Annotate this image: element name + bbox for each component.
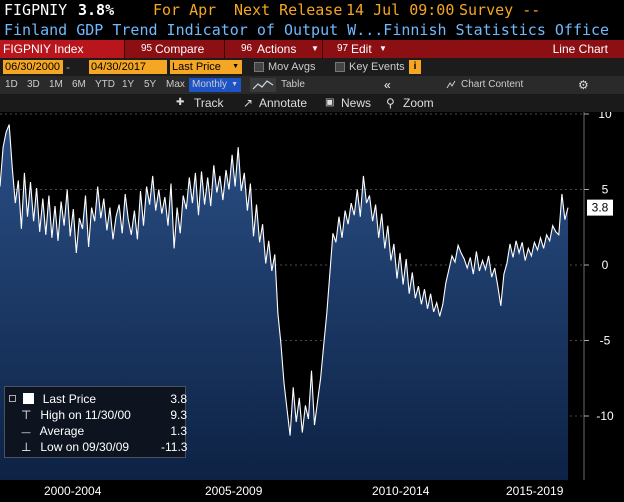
legend-last-price: Last Price 3.8 bbox=[9, 391, 187, 407]
legend-high: ⊤ High on 11/30/00 9.3 bbox=[21, 407, 187, 423]
low-marker-icon: ⊥ bbox=[21, 440, 32, 454]
legend-average: — Average 1.3 bbox=[21, 423, 188, 439]
y-tick-label: 10 bbox=[598, 112, 612, 121]
legend-low-value: -11.3 bbox=[161, 440, 188, 454]
y-tick-label: 5 bbox=[602, 183, 609, 197]
field-select-label: Last Price bbox=[172, 61, 221, 73]
chevron-down-icon: ▼ bbox=[232, 63, 239, 70]
actions-label: Actions bbox=[257, 42, 297, 56]
security-field[interactable]: FIGPNIY Index bbox=[0, 40, 124, 58]
field-select[interactable]: Last Price ▼ bbox=[170, 60, 242, 74]
gear-icon[interactable]: ⚙ bbox=[578, 78, 589, 92]
series-swatch-icon bbox=[23, 393, 35, 404]
date-separator: - bbox=[66, 60, 70, 74]
mov-avgs-label: Mov Avgs bbox=[268, 61, 316, 73]
x-tick-label: 2010-2014 bbox=[372, 484, 430, 498]
annotate-icon: ↗ bbox=[243, 96, 254, 110]
security-header: FIGPNIY 3.8% For Apr Next Release 14 Jul… bbox=[0, 0, 624, 20]
crosshair-icon: ✚ bbox=[176, 97, 185, 108]
actions-menu[interactable]: 96 Actions ▼ bbox=[224, 40, 322, 58]
next-release-date: 14 Jul 09:00 bbox=[346, 1, 455, 19]
chart-content-icon bbox=[446, 78, 456, 92]
chart-legend: Last Price 3.8 ⊤ High on 11/30/00 9.3 — … bbox=[4, 386, 188, 458]
price-line bbox=[0, 124, 569, 436]
x-axis: 2000-2004 2005-2009 2010-2014 2015-2019 bbox=[0, 480, 624, 502]
legend-low-label: Low on 09/30/09 bbox=[40, 440, 130, 454]
date-range-bar: 06/30/2000 - 04/30/2017 Last Price ▼ Mov… bbox=[0, 58, 624, 76]
legend-average-label: Average bbox=[39, 424, 85, 438]
key-events-checkbox[interactable] bbox=[335, 62, 345, 72]
period-ytd[interactable]: YTD bbox=[95, 79, 115, 90]
track-button[interactable]: Track bbox=[194, 96, 224, 110]
period-3d[interactable]: 3D bbox=[27, 79, 40, 90]
collapse-icon[interactable]: « bbox=[384, 78, 391, 92]
period-bar: 1D 3D 1M 6M YTD 1Y 5Y Max Monthly ▼ Tabl… bbox=[0, 76, 624, 94]
command-bar: FIGPNIY Index 95 Compare 96 Actions ▼ 97… bbox=[0, 40, 624, 58]
x-tick-label: 2000-2004 bbox=[44, 484, 102, 498]
line-chart-icon[interactable] bbox=[250, 78, 276, 92]
period-1d[interactable]: 1D bbox=[5, 79, 18, 90]
period-label: For Apr bbox=[153, 1, 217, 19]
zoom-button[interactable]: Zoom bbox=[403, 96, 434, 110]
frequency-select[interactable]: Monthly ▼ bbox=[189, 78, 241, 92]
key-events-label: Key Events bbox=[349, 61, 405, 73]
last-value: 3.8% bbox=[78, 1, 115, 19]
compare-label: Compare bbox=[155, 42, 205, 56]
last-value-label: 3.8 bbox=[592, 201, 609, 215]
security-description: Finland GDP Trend Indicator of Output W.… bbox=[4, 21, 610, 39]
legend-low: ⊥ Low on 09/30/09 -11.3 bbox=[21, 439, 187, 455]
mov-avgs-checkbox[interactable] bbox=[254, 62, 264, 72]
legend-average-value: 1.3 bbox=[170, 424, 187, 438]
x-tick-label: 2005-2009 bbox=[205, 484, 263, 498]
edit-shortcut: 97 bbox=[337, 43, 349, 54]
ticker-symbol: FIGPNIY bbox=[4, 1, 68, 19]
compare-button[interactable]: 95 Compare bbox=[124, 40, 224, 58]
period-1y[interactable]: 1Y bbox=[122, 79, 135, 90]
actions-shortcut: 96 bbox=[241, 43, 253, 54]
chart-type-label[interactable]: Line Chart bbox=[552, 42, 608, 56]
average-marker-icon: — bbox=[21, 427, 31, 437]
edit-menu[interactable]: 97 Edit ▼ bbox=[322, 40, 388, 58]
y-axis: 10 5 0 -5 -10 bbox=[584, 112, 614, 423]
survey-label: Survey -- bbox=[459, 1, 541, 19]
end-date-input[interactable]: 04/30/2017 bbox=[89, 60, 167, 74]
chart-type-area: Line Chart bbox=[388, 40, 624, 58]
chart-content-button[interactable]: Chart Content bbox=[461, 79, 524, 90]
chart-toolbar: ✚ Track ↗ Annotate ▣ News ⚲ Zoom bbox=[0, 94, 624, 112]
period-6m[interactable]: 6M bbox=[72, 79, 86, 90]
start-date-input[interactable]: 06/30/2000 bbox=[3, 60, 63, 74]
legend-last-price-label: Last Price bbox=[42, 392, 97, 406]
last-value-marker: 3.8 bbox=[587, 199, 613, 216]
chevron-down-icon: ▼ bbox=[231, 81, 238, 88]
table-button[interactable]: Table bbox=[281, 79, 305, 90]
zoom-icon: ⚲ bbox=[386, 96, 395, 110]
chevron-down-icon: ▼ bbox=[379, 44, 387, 53]
legend-high-value: 9.3 bbox=[170, 408, 187, 422]
period-5y[interactable]: 5Y bbox=[144, 79, 157, 90]
legend-high-label: High on 11/30/00 bbox=[40, 408, 131, 422]
chevron-down-icon: ▼ bbox=[311, 44, 319, 53]
security-description-row: Finland GDP Trend Indicator of Output W.… bbox=[0, 20, 624, 40]
y-tick-label: -5 bbox=[600, 334, 611, 348]
info-icon[interactable]: i bbox=[409, 60, 421, 74]
next-release-label: Next Release bbox=[234, 1, 343, 19]
collapse-legend-icon[interactable] bbox=[9, 395, 16, 402]
edit-label: Edit bbox=[351, 42, 372, 56]
legend-last-price-value: 3.8 bbox=[170, 392, 187, 406]
news-icon: ▣ bbox=[325, 97, 335, 108]
period-max[interactable]: Max bbox=[166, 79, 185, 90]
y-tick-label: 0 bbox=[602, 258, 609, 272]
period-1m[interactable]: 1M bbox=[49, 79, 63, 90]
high-marker-icon: ⊤ bbox=[21, 408, 32, 422]
news-button[interactable]: News bbox=[341, 96, 372, 110]
y-tick-label: -10 bbox=[596, 409, 614, 423]
x-tick-label: 2015-2019 bbox=[506, 484, 564, 498]
compare-shortcut: 95 bbox=[141, 43, 153, 54]
annotate-button[interactable]: Annotate bbox=[259, 96, 308, 110]
frequency-label: Monthly bbox=[192, 79, 228, 90]
